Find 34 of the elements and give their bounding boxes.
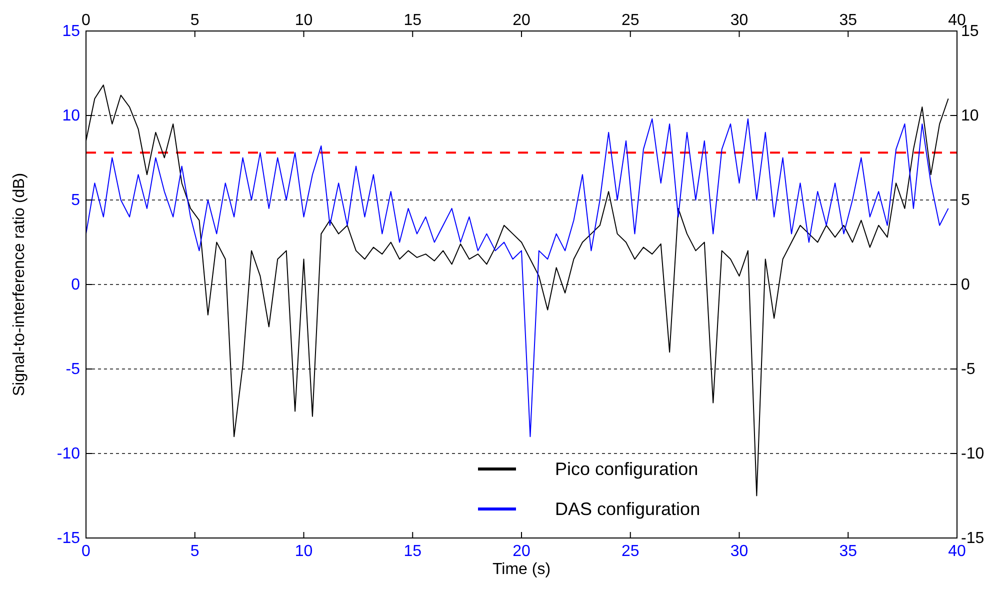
x-tick-label: 35 [839,12,858,29]
y-tick-label: -15 [56,530,80,547]
y-tick-label: 0 [71,276,80,294]
y2-tick-label: 10 [961,108,979,124]
y-tick-label: 5 [71,192,80,209]
x-tick-label: 20 [512,12,530,29]
y2-tick-label: -10 [961,446,984,462]
x-tick-label: 10 [294,12,313,29]
x2-tick-label: 5 [190,543,200,560]
legend-label: DAS configuration [555,499,700,519]
y2-tick-label: 5 [961,192,970,209]
x2-tick-label: 25 [621,543,640,560]
x2-tick-label: 0 [82,543,91,560]
y2-tick-label: 0 [961,276,970,294]
y-tick-label: -10 [56,446,80,462]
y-tick-label: -5 [66,361,80,378]
x2-tick-label: 10 [294,543,313,560]
x-axis-title: Time (s) [492,561,551,578]
y-tick-label: 15 [62,23,80,40]
x2-tick-label: 30 [730,543,748,560]
y-tick-label: 10 [62,108,80,124]
x-tick-label: 15 [404,12,422,29]
x2-tick-label: 35 [839,543,858,560]
line-series [86,118,949,438]
x2-tick-label: 20 [512,543,530,560]
x-tick-label: 0 [82,12,91,29]
x-tick-label: 30 [730,12,748,29]
x-tick-label: 5 [190,12,200,29]
x-tick-label: 25 [621,12,640,29]
legend-label: Pico configuration [555,459,698,479]
y-axis-title: Signal-to-interference ratio (dB) [11,172,28,396]
x2-tick-label: 15 [404,543,422,560]
x2-tick-label: 40 [948,543,966,560]
y2-tick-label: -5 [961,361,976,378]
